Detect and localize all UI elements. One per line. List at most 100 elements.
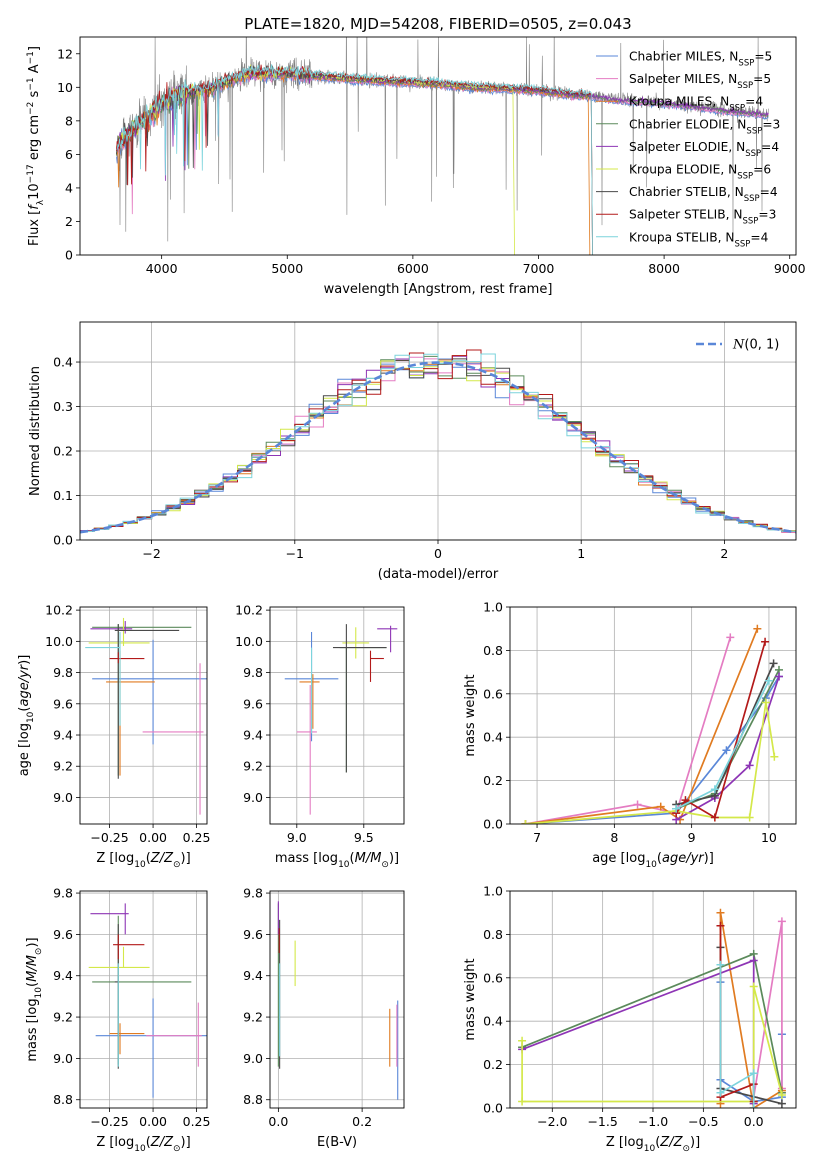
- x-axis-label: Z [log10(Z/Z⊙)]: [606, 1135, 700, 1154]
- weight-marker: [745, 761, 754, 770]
- y-tick-label: 9.8: [243, 886, 263, 901]
- weight-marker: [521, 820, 530, 824]
- panel-spectrum: 4000 5000 6000 7000 8000 9000 0 2 4 6 8 10 12 Chabrie…: [26, 36, 806, 297]
- y-tick-label: 0.0: [483, 1101, 503, 1116]
- y-tick-label: 9.6: [243, 927, 263, 942]
- panel-massweight-vs-age: 7 8 9 10 0.0 0.2 0.4 0.6 0.8 1.0 mass weight age [l…: [463, 600, 797, 870]
- errorbar-point: [90, 903, 129, 935]
- legend: Chabrier MILES, NSSP=5 Salpeter MILES, NS…: [596, 50, 780, 249]
- panel-age-vs-mass: 9.0 9.5 9.0 9.2 9.4 9.6 9.8 10.0 10.2 mass [log10…: [235, 603, 405, 870]
- x-tick-label: 0.00: [139, 830, 167, 845]
- y-tick-label: 9.4: [53, 968, 73, 983]
- weight-line: [675, 676, 780, 821]
- y-axis-label: Flux [fλ10−17 erg cm−2 s−1 A−1]: [26, 46, 46, 246]
- y-tick-label: 9.4: [243, 728, 263, 743]
- weight-marker: [761, 698, 770, 707]
- x-axis-label: Z [log10(Z/Z⊙)]: [96, 851, 190, 870]
- weight-marker: [777, 917, 786, 926]
- weight-marker: [749, 982, 758, 991]
- y-tick-label: 9.0: [53, 790, 73, 805]
- y-tick-label: 9.6: [243, 696, 263, 711]
- x-tick-label: 8: [610, 830, 618, 845]
- x-tick-label: −0.25: [90, 1114, 128, 1129]
- x-axis-label: mass [log10(M/M⊙)]: [275, 851, 399, 870]
- axes-frame: [79, 36, 797, 256]
- model-line: [116, 64, 593, 255]
- x-axis-label: (data-model)/error: [378, 567, 499, 582]
- y-tick-label: 9.0: [53, 1051, 73, 1066]
- y-tick-label: 9.6: [53, 696, 73, 711]
- y-tick-label: 8.8: [243, 1092, 263, 1107]
- y-tick-label: 0.2: [483, 1057, 503, 1072]
- y-tick-label: 4: [65, 180, 73, 195]
- errorbar-point: [109, 652, 145, 664]
- panel-massweight-vs-Z: −2.0 −1.5 −1.0 −0.5 0.0 0.0 0.2 0.4 0.6 0.8 1.0 mas…: [463, 884, 797, 1154]
- errorbar-point: [113, 934, 145, 960]
- weight-marker: [672, 804, 681, 813]
- plot-area: [510, 607, 796, 824]
- axes-frame: [79, 890, 208, 1109]
- y-axis-label: age [log10(age/yr)]: [17, 655, 36, 777]
- figure-title: PLATE=1820, MJD=54208, FIBERID=0505, z=0…: [244, 15, 631, 33]
- y-tick-label: 0: [65, 248, 73, 263]
- plot-area: [116, 37, 769, 255]
- x-tick-label: 0: [434, 546, 442, 561]
- weight-marker: [749, 1104, 758, 1108]
- errorbar-point: [146, 1002, 202, 1067]
- axes-frame: [509, 606, 797, 825]
- x-tick-label: 7000: [523, 261, 555, 276]
- legend-entry: N(0, 1): [732, 338, 779, 353]
- y-tick-label: 0.2: [483, 773, 503, 788]
- y-tick-label: 10: [57, 80, 73, 95]
- y-tick-label: 0.6: [483, 686, 503, 701]
- y-tick-label: 0.4: [483, 1014, 503, 1029]
- weight-marker: [774, 672, 783, 681]
- weight-line: [719, 912, 783, 1108]
- panel-mass-vs-ebv: 0.0 0.2 8.8 9.0 9.2 9.4 9.6 9.8 E(B-V): [243, 886, 405, 1150]
- model-line: [116, 68, 591, 255]
- y-tick-label: 1.0: [483, 884, 503, 899]
- legend-entry: Kroupa MILES, NSSP=4: [629, 95, 763, 114]
- x-axis-label: Z [log10(Z/Z⊙)]: [96, 1135, 190, 1154]
- weight-line: [525, 675, 780, 824]
- y-tick-label: 9.8: [53, 886, 73, 901]
- plot-area: [270, 607, 404, 824]
- errorbar-point: [299, 674, 320, 729]
- axes-frame: [79, 321, 797, 541]
- y-tick-label: 0.8: [483, 643, 503, 658]
- x-tick-label: −1: [286, 546, 304, 561]
- axes-frame: [269, 606, 405, 825]
- legend-entry: Salpeter STELIB, NSSP=3: [629, 208, 776, 227]
- weight-marker: [770, 752, 779, 761]
- x-tick-label: 8000: [648, 261, 680, 276]
- errorbar-point: [296, 685, 317, 815]
- weight-marker: [716, 960, 725, 969]
- weight-marker: [777, 1090, 786, 1099]
- y-axis-label: mass weight: [463, 958, 478, 1040]
- plot-area: [80, 322, 796, 540]
- y-tick-label: 9.4: [53, 728, 73, 743]
- x-tick-label: 4000: [146, 261, 178, 276]
- errorbar-point: [88, 617, 150, 647]
- plot-area: [270, 891, 404, 1108]
- errorbar-point: [106, 650, 155, 776]
- y-tick-label: 9.4: [243, 968, 263, 983]
- y-tick-label: 0.1: [53, 488, 73, 503]
- y-tick-label: 2: [65, 214, 73, 229]
- errorbar-point: [88, 946, 150, 969]
- weight-marker: [716, 1088, 725, 1097]
- y-tick-label: 9.2: [53, 759, 73, 774]
- y-tick-label: 9.0: [243, 790, 263, 805]
- errorbar-point: [142, 663, 204, 815]
- x-tick-label: 0.25: [183, 1114, 211, 1129]
- x-tick-label: 0.0: [744, 1114, 764, 1129]
- legend-entry: Salpeter MILES, NSSP=5: [629, 72, 771, 91]
- y-tick-label: 9.0: [243, 1051, 263, 1066]
- legend-entry: Chabrier ELODIE, NSSP=3: [629, 117, 780, 136]
- legend-entry: Chabrier STELIB, NSSP=4: [629, 185, 778, 204]
- x-tick-label: 0.0: [268, 1114, 288, 1129]
- y-tick-label: 0.2: [53, 444, 73, 459]
- y-tick-label: 0.4: [483, 730, 503, 745]
- y-tick-label: 0.3: [53, 399, 73, 414]
